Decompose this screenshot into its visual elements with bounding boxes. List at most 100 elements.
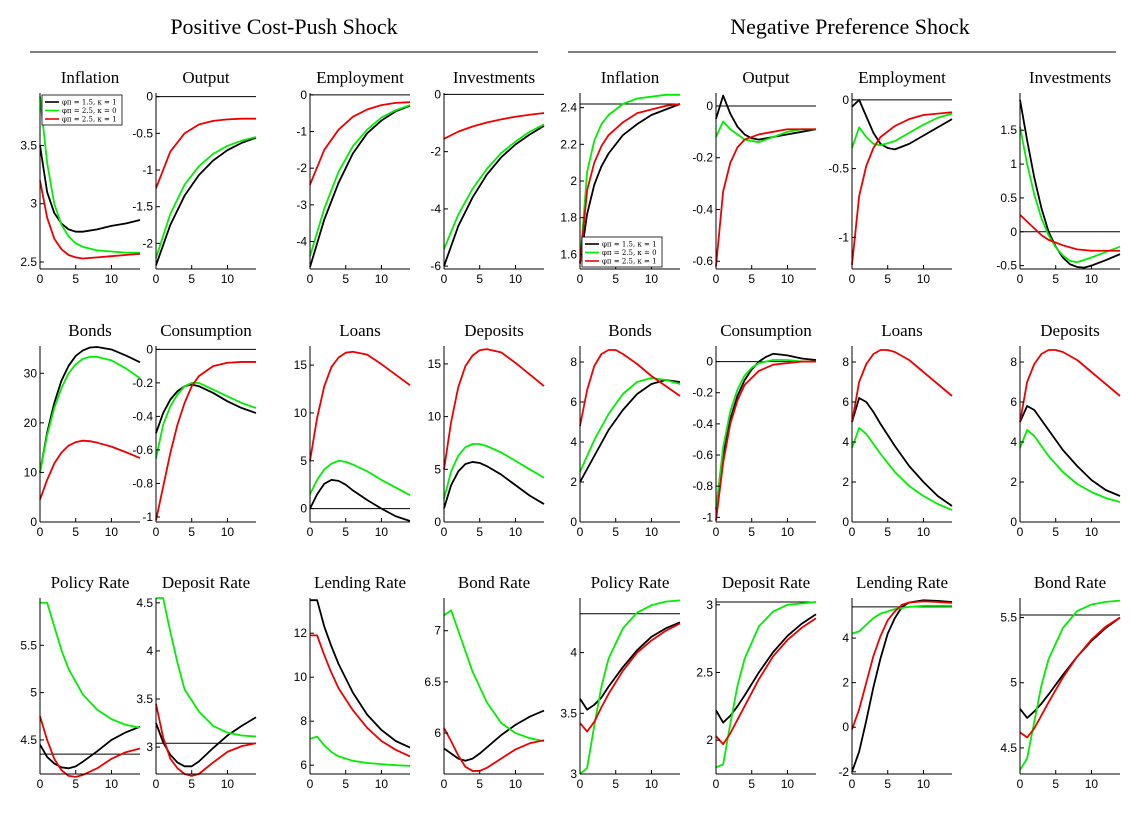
x-tick-label: 5 (884, 525, 891, 539)
y-tick-label: 0 (1010, 225, 1017, 239)
panel-15: Loans 0 2 4 6 8 0 5 10 (842, 321, 953, 539)
x-tick-label: 0 (849, 272, 856, 286)
series-line-1 (443, 709, 545, 762)
x-tick-label: 0 (849, 525, 856, 539)
y-tick-label: -1 (296, 125, 307, 139)
y-tick-label: -1 (838, 230, 849, 244)
x-tick-label: 5 (342, 777, 349, 791)
panel-18: Deposit Rate 3 3.5 4 4.5 0 5 10 (136, 573, 257, 791)
series-line-3 (443, 727, 545, 772)
y-tick-label: 0 (1010, 515, 1017, 529)
y-tick-label: 2 (842, 676, 849, 690)
y-tick-label: 0 (706, 355, 713, 369)
series-line-1 (39, 725, 141, 770)
y-tick-label: 3.5 (560, 706, 577, 720)
series-line-3 (309, 101, 411, 186)
panel-6: Output -0.6 -0.4 -0.2 0 0 5 10 (692, 68, 817, 286)
series-line-2 (1019, 126, 1121, 264)
legend: φπ = 1.5, κ = 1φπ = 2.5, κ = 0φπ = 2.5, … (581, 236, 663, 268)
x-tick-label: 0 (37, 525, 44, 539)
x-tick-label: 0 (441, 777, 448, 791)
x-tick-label: 10 (1085, 777, 1099, 791)
y-tick-label: 0 (570, 515, 577, 529)
series-line-3 (443, 348, 545, 470)
y-tick-label: 0 (434, 87, 441, 101)
panel-19: Lending Rate 6 8 10 12 0 5 10 (294, 573, 411, 791)
y-tick-label: 2 (570, 475, 577, 489)
panel-24: Bond Rate 4.5 5 5.5 0 5 10 (1000, 573, 1121, 791)
panel-22: Deposit Rate 2 2.5 3 0 5 10 (696, 573, 817, 791)
x-tick-label: 0 (441, 272, 448, 286)
y-tick-label: 20 (24, 416, 38, 430)
x-tick-label: 10 (917, 777, 931, 791)
series-line-2 (39, 356, 141, 473)
y-tick-label: 1.5 (1000, 123, 1017, 137)
series-line-2 (579, 599, 681, 775)
series-line-3 (579, 349, 681, 427)
series-line-1 (155, 136, 257, 266)
y-tick-label: 4.5 (1000, 741, 1017, 755)
x-tick-label: 5 (188, 777, 195, 791)
series-line-1 (443, 125, 545, 267)
y-tick-label: 5 (434, 462, 441, 476)
y-tick-label: -0.6 (692, 254, 713, 268)
series-line-1 (309, 479, 411, 522)
panel-title: Loans (881, 321, 923, 340)
series-line-3 (579, 103, 681, 264)
x-tick-label: 10 (1085, 272, 1099, 286)
panel-title: Policy Rate (591, 573, 670, 592)
panel-title: Investments (1029, 68, 1111, 87)
x-tick-label: 0 (307, 272, 314, 286)
x-tick-label: 10 (1085, 525, 1099, 539)
y-tick-label: -1 (142, 163, 153, 177)
series-line-3 (851, 111, 953, 265)
panel-title: Employment (858, 68, 946, 87)
y-tick-label: 0 (300, 502, 307, 516)
series-line-3 (39, 716, 141, 778)
x-tick-label: 5 (612, 777, 619, 791)
series-line-3 (1019, 349, 1121, 423)
series-line-2 (1019, 429, 1121, 503)
y-tick-label: 2 (842, 475, 849, 489)
y-tick-label: 2.4 (560, 101, 577, 115)
panel-3: Employment -4 -3 -2 -1 0 0 5 10 (296, 68, 411, 286)
y-tick-label: 0 (300, 88, 307, 102)
y-tick-label: -0.8 (132, 476, 153, 490)
y-tick-label: 0 (842, 93, 849, 107)
x-tick-label: 0 (577, 272, 584, 286)
series-line-2 (443, 123, 545, 250)
y-tick-label: 12 (294, 626, 308, 640)
y-tick-label: 15 (428, 357, 442, 371)
legend-label: φπ = 1.5, κ = 1 (602, 241, 657, 249)
series-line-3 (715, 360, 816, 521)
x-tick-label: 10 (221, 525, 235, 539)
y-tick-label: 3 (146, 740, 153, 754)
x-tick-label: 0 (307, 777, 314, 791)
series-line-2 (309, 735, 411, 767)
y-tick-label: 2.5 (20, 255, 37, 269)
legend: φπ = 1.5, κ = 1φπ = 2.5, κ = 0φπ = 2.5, … (41, 94, 123, 126)
x-tick-label: 5 (188, 272, 195, 286)
y-tick-label: 0 (706, 99, 713, 113)
x-tick-label: 5 (884, 272, 891, 286)
series-line-1 (310, 599, 411, 749)
legend-label: φπ = 2.5, κ = 0 (62, 107, 117, 115)
panel-2: Output -2 -1.5 -1 -0.5 0 0 5 10 (132, 68, 257, 286)
y-tick-label: -4 (430, 202, 441, 216)
panel-title: Output (742, 68, 790, 87)
series-line-2 (309, 459, 411, 497)
y-tick-label: 1 (1010, 157, 1017, 171)
x-tick-label: 5 (342, 525, 349, 539)
y-tick-label: 3 (570, 767, 577, 781)
series-line-3 (155, 361, 256, 521)
series-line-2 (851, 604, 952, 635)
y-tick-label: 0 (30, 515, 37, 529)
x-tick-label: 0 (849, 777, 856, 791)
y-tick-label: 3.5 (20, 138, 37, 152)
series-line-2 (715, 359, 816, 510)
series-line-3 (443, 112, 545, 140)
panel-16: Deposits 0 2 4 6 8 0 5 10 (1010, 321, 1121, 539)
series-line-2 (39, 96, 140, 254)
x-tick-label: 10 (645, 777, 659, 791)
